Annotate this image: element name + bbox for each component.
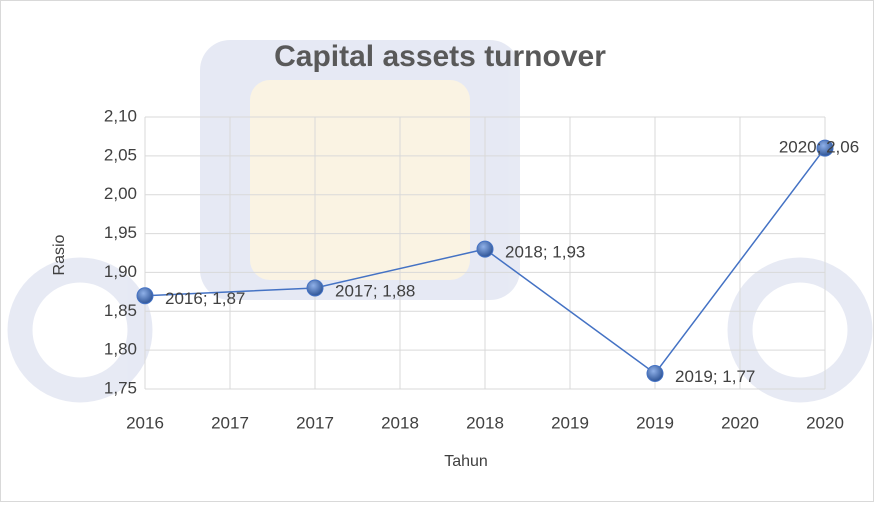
watermark — [7, 40, 873, 403]
data-point — [306, 279, 324, 297]
y-tick-label: 1,75 — [104, 378, 137, 397]
y-tick-label: 2,10 — [104, 106, 137, 125]
data-label: 2016; 1,87 — [165, 289, 245, 308]
x-tick-label: 2018 — [381, 413, 419, 432]
y-tick-label: 1,95 — [104, 223, 137, 242]
data-label: 2019; 1,77 — [675, 367, 755, 386]
y-tick-label: 1,80 — [104, 340, 137, 359]
x-tick-label: 2018 — [466, 413, 504, 432]
y-tick-label: 2,05 — [104, 145, 137, 164]
y-axis-label: Rasio — [51, 234, 68, 275]
data-point — [136, 287, 154, 305]
chart-title: Capital assets turnover — [274, 40, 606, 73]
x-tick-label: 2017 — [211, 413, 249, 432]
x-tick-label: 2019 — [636, 413, 674, 432]
x-tick-label: 2016 — [126, 413, 164, 432]
data-label: 2017; 1,88 — [335, 281, 415, 300]
data-point — [646, 364, 664, 382]
x-tick-label: 2020 — [806, 413, 844, 432]
data-point — [476, 240, 494, 258]
x-tick-label: 2019 — [551, 413, 589, 432]
y-tick-label: 1,85 — [104, 301, 137, 320]
y-tick-label: 2,00 — [104, 184, 137, 203]
y-tick-label: 1,90 — [104, 262, 137, 281]
x-axis-label: Tahun — [444, 453, 488, 470]
data-label: 2018; 1,93 — [505, 243, 585, 262]
x-tick-label: 2017 — [296, 413, 334, 432]
data-point — [816, 139, 834, 157]
data-label: 2020; 2,06 — [779, 138, 859, 157]
x-tick-label: 2020 — [721, 413, 759, 432]
